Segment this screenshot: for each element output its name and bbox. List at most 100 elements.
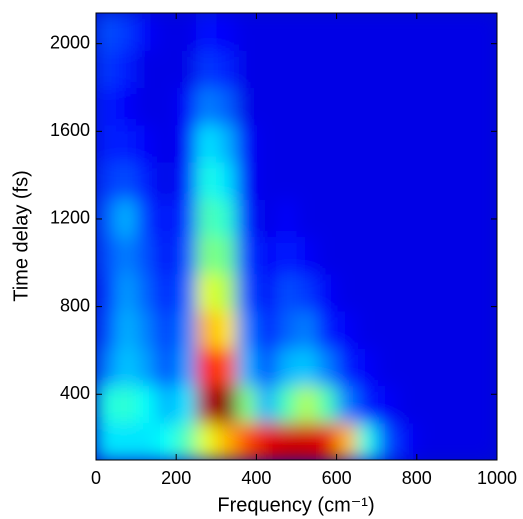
heatmap-cell	[316, 13, 338, 51]
heatmap-cell	[96, 124, 117, 163]
heatmap-cell	[196, 348, 217, 386]
heatmap-cell	[436, 199, 458, 237]
heatmap-cell	[96, 273, 117, 312]
heatmap-cell	[296, 87, 318, 126]
heatmap-cell	[476, 13, 497, 51]
heatmap-cell	[236, 13, 257, 51]
heatmap-cell	[356, 13, 378, 51]
heatmap-cell	[336, 13, 358, 51]
heatmap-cell	[356, 311, 378, 349]
heatmap-cell	[256, 199, 277, 237]
heatmap-cell	[476, 87, 497, 126]
heatmap-cell	[296, 385, 318, 424]
heatmap-cell	[476, 124, 497, 163]
heatmap-cell	[156, 13, 177, 51]
heatmap-cell	[336, 385, 358, 424]
heatmap-cell	[296, 273, 318, 312]
x-tick-label: 400	[241, 468, 271, 488]
heatmap-cell	[456, 273, 478, 312]
heatmap-cell	[436, 87, 458, 126]
heatmap-cell	[316, 348, 338, 386]
heatmap-cell	[176, 385, 197, 424]
heatmap-cell	[176, 162, 197, 200]
heatmap-cell	[396, 348, 418, 386]
heatmap-cell	[176, 311, 197, 349]
x-tick-label: 800	[402, 468, 432, 488]
heatmap-cell	[476, 422, 497, 460]
heatmap-cell	[116, 236, 137, 275]
heatmap-cell	[296, 348, 318, 386]
y-tick-label: 800	[60, 295, 90, 315]
heatmap-cell	[356, 87, 378, 126]
heatmap-cell	[356, 162, 378, 200]
heatmap-cell	[196, 273, 217, 312]
heatmap-cell	[416, 348, 438, 386]
heatmap-cell	[156, 236, 177, 275]
heatmap-cell	[96, 385, 117, 424]
heatmap-cell	[296, 199, 318, 237]
heatmap-cell	[116, 162, 137, 200]
heatmap-cell	[236, 236, 257, 275]
heatmap-cell	[396, 236, 418, 275]
heatmap-cell	[96, 311, 117, 349]
heatmap-cell	[216, 13, 237, 51]
heatmap-cell	[276, 87, 297, 126]
heatmap-cell	[336, 236, 358, 275]
heatmap-cell	[316, 199, 338, 237]
heatmap-cell	[356, 199, 378, 237]
heatmap-cell	[256, 422, 277, 460]
heatmap-cell	[196, 311, 217, 349]
heatmap-cell	[356, 273, 378, 312]
heatmap-cell	[316, 50, 338, 88]
heatmap-cell	[196, 13, 217, 51]
heatmap-cell	[416, 199, 438, 237]
heatmap-cell	[136, 385, 157, 424]
heatmap-cell	[336, 273, 358, 312]
heatmap-cell	[456, 87, 478, 126]
heatmap-cell	[316, 311, 338, 349]
heatmap-cell	[356, 50, 378, 88]
heatmap-cell	[456, 348, 478, 386]
heatmap-cell	[256, 236, 277, 275]
heatmap-cell	[356, 385, 378, 424]
heatmap-cell	[356, 348, 378, 386]
heatmap-cell	[216, 236, 237, 275]
heatmap-cell	[216, 87, 237, 126]
heatmap-cell	[136, 311, 157, 349]
heatmap-cell	[476, 273, 497, 312]
heatmap-cell	[156, 311, 177, 349]
heatmap-cell	[276, 124, 297, 163]
plot-area	[96, 13, 497, 460]
heatmap-cell	[436, 422, 458, 460]
heatmap-cell	[96, 162, 117, 200]
heatmap-cell	[316, 273, 338, 312]
heatmap-cell	[236, 348, 257, 386]
heatmap-cell	[116, 13, 137, 51]
heatmap-cell	[376, 199, 398, 237]
heatmap-cell	[376, 422, 398, 460]
heatmap-cell	[96, 348, 117, 386]
y-tick-label: 400	[60, 383, 90, 403]
x-tick-label: 0	[91, 468, 101, 488]
heatmap-cell	[196, 236, 217, 275]
heatmap-cell	[416, 162, 438, 200]
heatmap-cell	[216, 273, 237, 312]
heatmap-cell	[216, 311, 237, 349]
heatmap-cell	[276, 13, 297, 51]
heatmap-cell	[136, 422, 157, 460]
x-tick-label: 1000	[477, 468, 517, 488]
heatmap-cell	[456, 236, 478, 275]
heatmap-cell	[236, 311, 257, 349]
heatmap-cell	[236, 87, 257, 126]
heatmap-cell	[256, 87, 277, 126]
heatmap-cell	[456, 385, 478, 424]
heatmap-cell	[256, 13, 277, 51]
heatmap-cell	[416, 385, 438, 424]
heatmap-cell	[296, 124, 318, 163]
heatmap-cell	[296, 422, 318, 460]
heatmap-cell	[436, 50, 458, 88]
heatmap-cell	[156, 385, 177, 424]
heatmap-cell	[116, 311, 137, 349]
heatmap-cell	[156, 422, 177, 460]
heatmap-cell	[136, 87, 157, 126]
